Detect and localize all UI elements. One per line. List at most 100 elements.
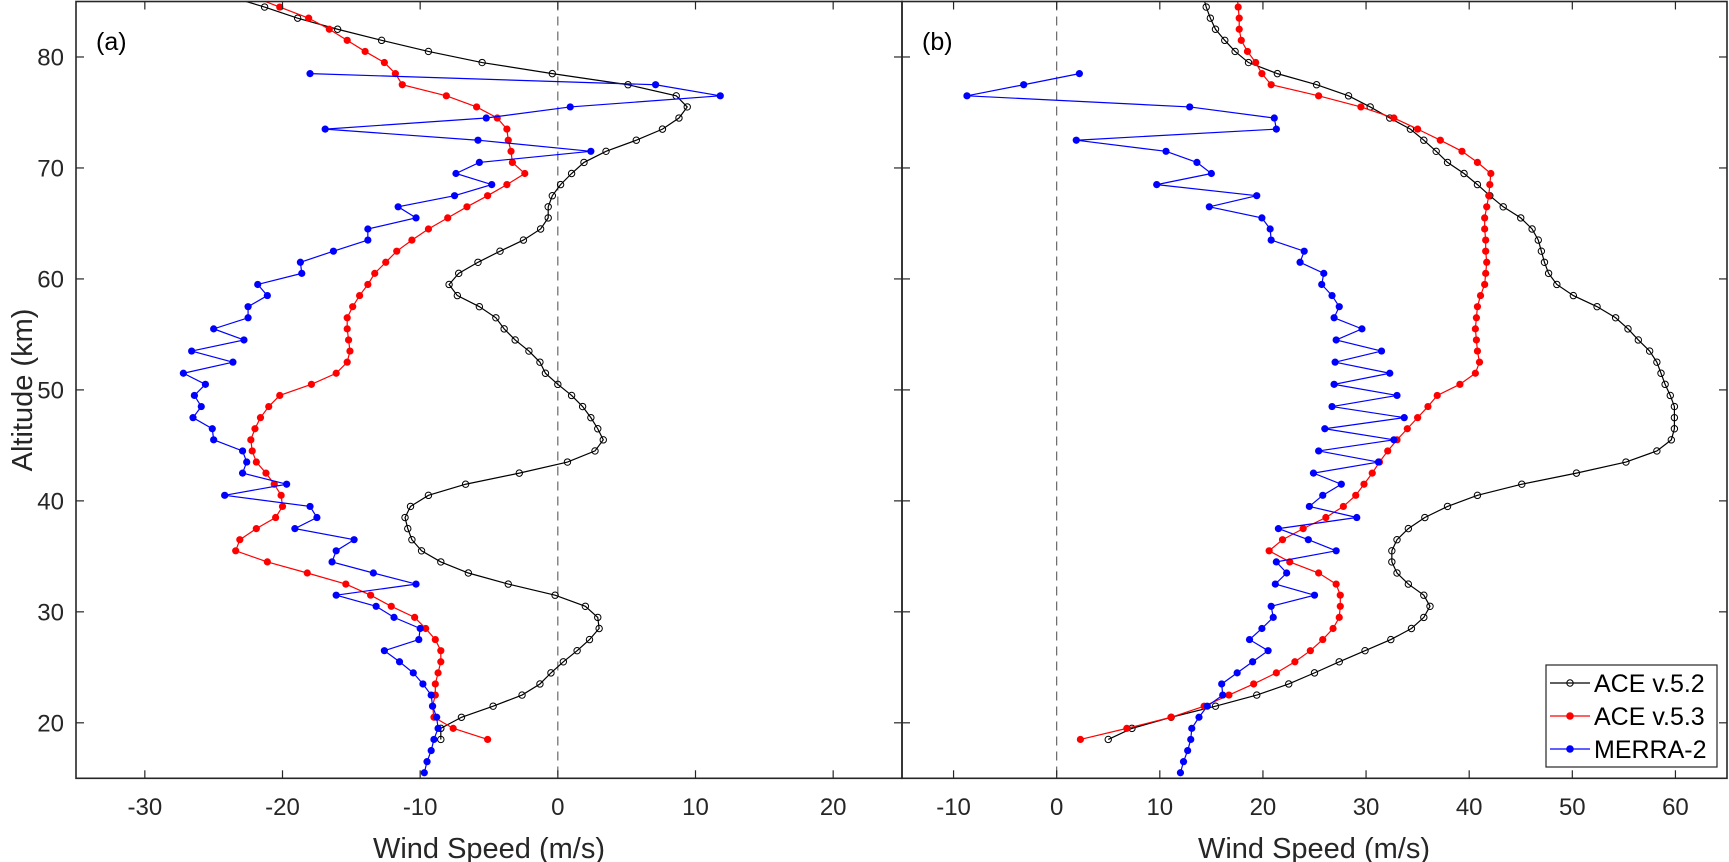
data-point-merra-2 — [1393, 391, 1401, 400]
data-point-ace-v-5-2 — [1667, 436, 1676, 444]
data-point-ace-v-5-2 — [518, 691, 526, 699]
data-point-ace-v-5-3 — [1487, 169, 1495, 178]
data-point-ace-v-5-3 — [1471, 325, 1479, 333]
data-point-ace-v-5-2 — [1387, 635, 1395, 644]
data-point-merra-2 — [1253, 192, 1261, 200]
data-point-merra-2 — [1390, 436, 1398, 444]
series-group — [179, 1, 724, 777]
data-point-ace-v-5-2 — [1388, 547, 1396, 555]
data-point-merra-2 — [1162, 147, 1170, 155]
data-point-ace-v-5-3 — [305, 14, 313, 22]
data-point-merra-2 — [433, 713, 441, 721]
x-tick-label: 10 — [682, 794, 709, 821]
data-point-ace-v-5-2 — [1540, 258, 1549, 266]
x-tick-label: 20 — [1250, 794, 1277, 821]
data-point-merra-2 — [283, 480, 291, 488]
data-point-ace-v-5-3 — [278, 502, 287, 511]
data-point-merra-2 — [1219, 691, 1227, 699]
data-point-merra-2 — [1153, 181, 1161, 189]
data-point-ace-v-5-2 — [624, 81, 632, 89]
data-point-ace-v-5-3 — [1481, 280, 1489, 289]
data-point-ace-v-5-3 — [276, 391, 284, 400]
data-point-ace-v-5-2 — [548, 192, 557, 200]
data-point-ace-v-5-3 — [1458, 147, 1466, 155]
data-point-merra-2 — [452, 169, 460, 178]
data-point-merra-2 — [1328, 402, 1336, 411]
data-point-merra-2 — [1330, 380, 1338, 388]
data-point-ace-v-5-3 — [484, 192, 492, 200]
data-point-ace-v-5-2 — [591, 447, 599, 455]
data-point-merra-2 — [364, 225, 372, 233]
data-point-merra-2 — [412, 580, 420, 588]
data-point-merra-2 — [332, 591, 340, 599]
data-point-ace-v-5-3 — [1225, 691, 1233, 699]
data-point-merra-2 — [1374, 458, 1383, 466]
data-point-ace-v-5-3 — [1235, 25, 1243, 33]
data-point-ace-v-5-2 — [1537, 247, 1546, 255]
data-point-merra-2 — [1269, 613, 1277, 621]
data-point-ace-v-5-2 — [1572, 469, 1581, 477]
data-point-ace-v-5-3 — [1250, 680, 1258, 688]
y-tick-label: 20 — [37, 710, 64, 737]
data-point-ace-v-5-3 — [272, 513, 280, 522]
data-point-merra-2 — [1267, 602, 1275, 610]
series-line-ace-v-5-2 — [1107, 1, 1676, 741]
data-point-ace-v-5-2 — [1666, 391, 1674, 400]
data-point-merra-2 — [1304, 536, 1312, 544]
x-tick-label: 60 — [1662, 794, 1689, 821]
data-point-ace-v-5-2 — [1517, 214, 1525, 222]
data-point-merra-2 — [221, 491, 229, 499]
data-point-ace-v-5-2 — [1534, 236, 1542, 244]
data-point-ace-v-5-2 — [1273, 69, 1282, 78]
data-point-ace-v-5-2 — [594, 613, 602, 622]
data-point-merra-2 — [430, 735, 438, 744]
data-point-ace-v-5-2 — [581, 602, 590, 610]
data-point-merra-2 — [321, 125, 329, 133]
data-point-ace-v-5-3 — [1482, 247, 1490, 255]
data-point-ace-v-5-2 — [548, 69, 557, 78]
data-point-ace-v-5-2 — [1221, 36, 1229, 45]
data-point-ace-v-5-3 — [463, 203, 471, 211]
data-point-ace-v-5-2 — [457, 713, 466, 721]
data-point-merra-2 — [296, 258, 304, 266]
data-point-ace-v-5-3 — [1258, 70, 1266, 78]
legend-label: ACE v.5.2 — [1594, 670, 1705, 698]
data-point-ace-v-5-3 — [391, 70, 399, 78]
data-point-ace-v-5-2 — [515, 469, 523, 477]
data-point-ace-v-5-2 — [585, 635, 594, 644]
data-point-ace-v-5-3 — [408, 236, 416, 244]
data-point-ace-v-5-2 — [424, 47, 433, 56]
data-point-ace-v-5-2 — [1420, 613, 1428, 622]
data-point-ace-v-5-2 — [1443, 502, 1452, 511]
data-point-ace-v-5-3 — [1433, 391, 1441, 400]
data-point-ace-v-5-3 — [508, 158, 517, 167]
data-point-merra-2 — [1184, 746, 1192, 755]
data-point-ace-v-5-3 — [332, 369, 340, 377]
data-point-ace-v-5-3 — [1319, 635, 1327, 644]
data-point-merra-2 — [364, 236, 372, 244]
legend-entry-merra2: MERRA-2 — [1550, 736, 1707, 764]
data-point-merra-2 — [1075, 70, 1083, 78]
data-point-merra-2 — [427, 691, 435, 699]
data-point-merra-2 — [1310, 591, 1319, 599]
data-point-merra-2 — [1270, 114, 1278, 122]
x-tick-label: 30 — [1353, 794, 1380, 821]
data-point-ace-v-5-3 — [1306, 647, 1314, 655]
data-point-merra-2 — [434, 724, 442, 732]
data-point-ace-v-5-2 — [559, 658, 568, 666]
data-point-ace-v-5-2 — [417, 547, 426, 555]
data-point-ace-v-5-2 — [683, 103, 691, 111]
data-point-ace-v-5-3 — [1472, 336, 1481, 344]
data-point-ace-v-5-3 — [1315, 92, 1323, 100]
data-point-merra-2 — [1331, 358, 1339, 366]
y-tick-label: 80 — [37, 44, 64, 71]
series-group — [963, 1, 1679, 777]
data-point-ace-v-5-2 — [536, 358, 544, 366]
data-point-ace-v-5-2 — [1335, 658, 1343, 666]
data-point-ace-v-5-3 — [442, 92, 450, 100]
data-point-ace-v-5-2 — [1518, 480, 1526, 488]
data-point-merra-2 — [243, 458, 251, 466]
x-tick-label: 20 — [820, 794, 847, 821]
data-point-merra-2 — [1400, 414, 1408, 422]
data-point-ace-v-5-3 — [493, 114, 501, 122]
